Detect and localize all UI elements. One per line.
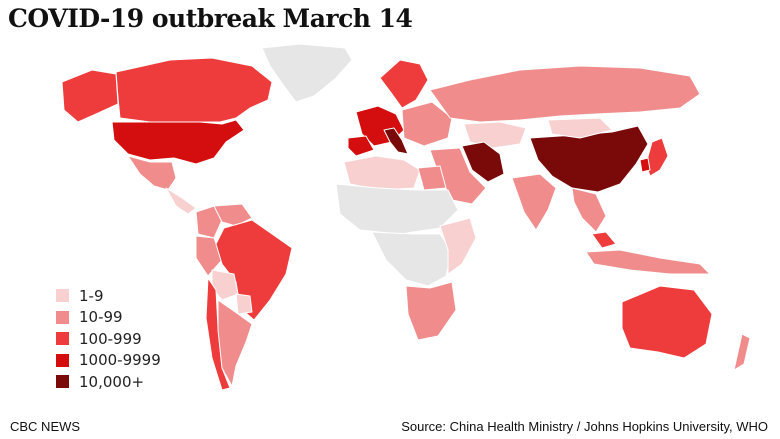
region-scandinavia [379, 59, 429, 109]
region-paraguay [235, 293, 253, 315]
region-argentina [217, 299, 253, 387]
region-russia [429, 65, 701, 123]
region-malaysia [591, 231, 617, 249]
region-iran [461, 141, 505, 183]
legend-label: 100-999 [79, 329, 142, 348]
footer-brand: CBC NEWS [10, 419, 81, 434]
legend-label: 10-99 [79, 308, 123, 327]
footer-source: Source: China Health Ministry / Johns Ho… [401, 419, 768, 434]
region-mexico [127, 155, 177, 191]
region-peru [195, 235, 223, 277]
region-sahara [335, 183, 459, 235]
region-egypt [417, 165, 447, 191]
map-title: COVID-19 outbreak March 14 [8, 4, 413, 33]
legend-label: 1000-9999 [79, 351, 161, 370]
legend: 1-9 10-99 100-999 1000-9999 10,000+ [56, 285, 161, 393]
region-brazil [215, 219, 293, 321]
region-united-states [111, 119, 245, 165]
legend-swatch [56, 289, 69, 303]
region-italy [383, 127, 409, 155]
region-kazakhstan [463, 121, 527, 149]
region-south-africa [405, 281, 457, 341]
legend-label: 10,000+ [79, 372, 145, 391]
region-central-africa [371, 231, 453, 287]
region-south-korea [639, 157, 651, 173]
region-spain [347, 135, 375, 157]
region-australia [621, 285, 713, 359]
legend-item: 10,000+ [56, 371, 161, 393]
legend-item: 1-9 [56, 285, 161, 307]
region-colombia [195, 205, 223, 239]
region-eastern-europe [401, 101, 453, 147]
legend-swatch [56, 332, 69, 346]
region-southeast-asia [571, 187, 607, 233]
region-canada [115, 57, 273, 123]
region-greenland [261, 43, 353, 103]
region-alaska [61, 69, 119, 123]
region-mongolia [547, 117, 613, 139]
region-india [511, 173, 557, 231]
region-north-africa [343, 155, 421, 191]
region-central-america [165, 187, 197, 215]
legend-swatch [56, 310, 69, 324]
region-new-zealand [733, 333, 751, 371]
legend-item: 10-99 [56, 307, 161, 329]
legend-label: 1-9 [79, 286, 104, 305]
legend-item: 100-999 [56, 328, 161, 350]
region-east-africa [439, 217, 477, 275]
region-indonesia [585, 249, 711, 275]
legend-swatch [56, 375, 69, 389]
legend-item: 1000-9999 [56, 350, 161, 372]
world-map [61, 43, 751, 391]
legend-swatch [56, 353, 69, 367]
